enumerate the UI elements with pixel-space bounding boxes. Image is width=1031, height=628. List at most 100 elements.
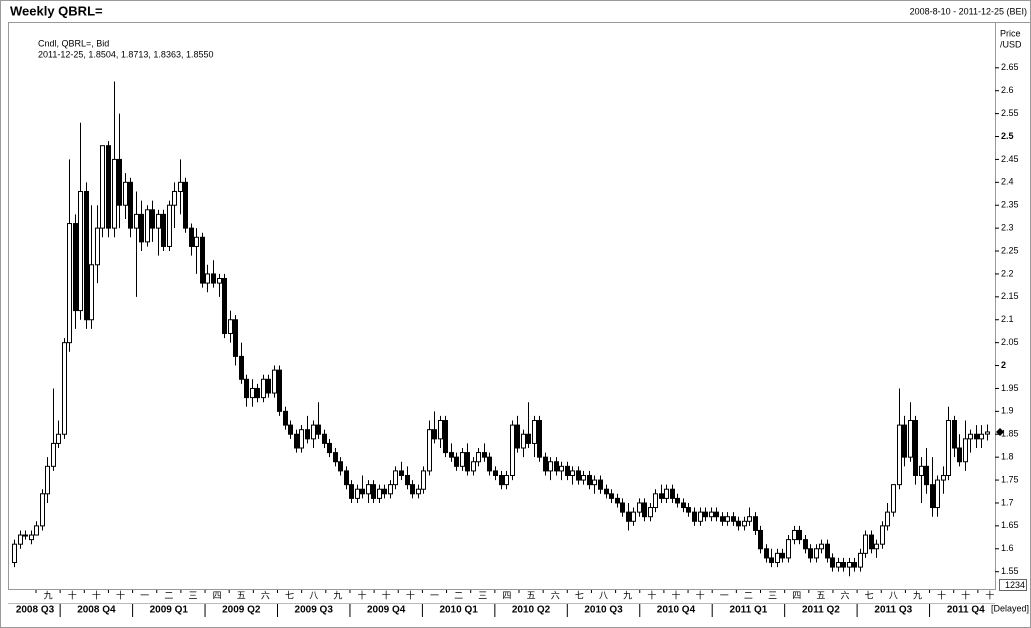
legend-line: Cndl, QBRL=, Bid	[38, 38, 109, 48]
candle-body	[222, 278, 227, 334]
quarter-label: 2010 Q4	[657, 605, 696, 616]
candle-body	[924, 465, 929, 486]
month-label: 十	[937, 589, 946, 600]
candle-body	[946, 420, 951, 476]
month-label: 十	[647, 589, 656, 600]
candle-body	[487, 456, 492, 472]
candle-body	[637, 502, 642, 513]
candle-body	[620, 502, 625, 513]
candle-body	[952, 420, 957, 449]
month-label: 九	[623, 590, 632, 600]
candle-body	[897, 424, 902, 486]
candle-body	[250, 387, 255, 399]
candle-body	[653, 493, 658, 509]
candle-body	[592, 479, 597, 486]
candle-body	[95, 227, 100, 266]
candle-body	[45, 465, 50, 495]
candle-body	[134, 213, 139, 229]
candle-body	[968, 433, 973, 440]
candle-body	[930, 484, 935, 509]
month-label: 四	[502, 590, 511, 600]
candle-body	[410, 484, 415, 495]
candle-body	[615, 497, 620, 504]
candle-body	[858, 552, 863, 568]
candle-body	[349, 484, 354, 499]
candle-body	[521, 433, 526, 449]
chart-title: Weekly QBRL=	[10, 3, 103, 18]
y-axis-label: Price	[1000, 28, 1021, 38]
y-tick-label: 1.55	[1001, 566, 1019, 576]
candle-body	[482, 452, 487, 458]
month-label: 十	[382, 589, 391, 600]
candle-body	[570, 470, 575, 476]
candle-body	[974, 433, 979, 440]
candle-body	[366, 484, 371, 495]
candle-body	[902, 424, 907, 458]
month-label: 五	[816, 590, 825, 600]
month-label: 一	[430, 590, 439, 600]
candle-body	[305, 429, 310, 440]
candle-body	[786, 539, 791, 559]
candle-body	[189, 227, 194, 247]
candle-body	[172, 190, 177, 206]
month-label: 八	[309, 590, 318, 600]
y-tick-label: 2	[1001, 360, 1006, 370]
candle-body	[526, 433, 531, 444]
candle-body	[73, 223, 78, 312]
month-label: 二	[164, 590, 173, 600]
candle-body	[797, 529, 802, 541]
candle-body	[34, 525, 39, 536]
candle-body	[913, 420, 918, 476]
candle-body	[261, 378, 266, 399]
month-label: 五	[527, 590, 536, 600]
y-tick-label: 2.15	[1001, 291, 1019, 301]
month-label: 五	[237, 590, 246, 600]
candle-body	[449, 452, 454, 458]
candle-body	[62, 342, 67, 435]
y-tick-label: 2.6	[1001, 85, 1014, 95]
candle-body	[89, 264, 94, 321]
candle-body	[167, 204, 172, 247]
y-tick-label: 2.35	[1001, 200, 1019, 210]
candle-body	[515, 424, 520, 449]
candle-body	[836, 562, 841, 568]
month-label: 十	[985, 589, 994, 600]
candle-body	[764, 548, 769, 559]
y-tick-label: 2.25	[1001, 245, 1019, 255]
month-label: 十	[92, 589, 101, 600]
candle-body	[720, 516, 725, 522]
candle-body	[581, 474, 586, 481]
y-tick-label: 1.95	[1001, 383, 1019, 393]
month-label: 三	[768, 590, 777, 600]
candle-body	[382, 488, 387, 495]
candle-body	[322, 433, 327, 444]
candle-body	[228, 319, 233, 334]
candle-body	[775, 552, 780, 564]
candle-body	[333, 452, 338, 463]
candle-body	[421, 470, 426, 490]
quarter-label: 2008 Q3	[16, 605, 55, 616]
candle-body	[112, 158, 117, 229]
corner-label: 1234	[1005, 580, 1025, 590]
candle-body	[598, 479, 603, 490]
month-label: 六	[841, 589, 850, 600]
month-label: 十	[696, 589, 705, 600]
candle-body	[742, 520, 747, 527]
quarter-label: 2011 Q3	[874, 605, 912, 616]
candle-body	[299, 429, 304, 449]
y-tick-label: 2.05	[1001, 337, 1019, 347]
candle-body	[67, 223, 72, 344]
quarter-label: 2009 Q3	[295, 605, 334, 616]
month-label: 二	[744, 590, 753, 600]
candle-body	[476, 452, 481, 463]
candle-body	[29, 534, 34, 541]
candle-body	[255, 387, 260, 399]
candle-body	[604, 488, 609, 495]
candle-body	[664, 488, 669, 499]
candle-body	[123, 181, 128, 206]
candle-body	[963, 438, 968, 463]
candle-body	[360, 488, 365, 495]
month-label: 四	[792, 590, 801, 600]
candle-body	[432, 429, 437, 440]
